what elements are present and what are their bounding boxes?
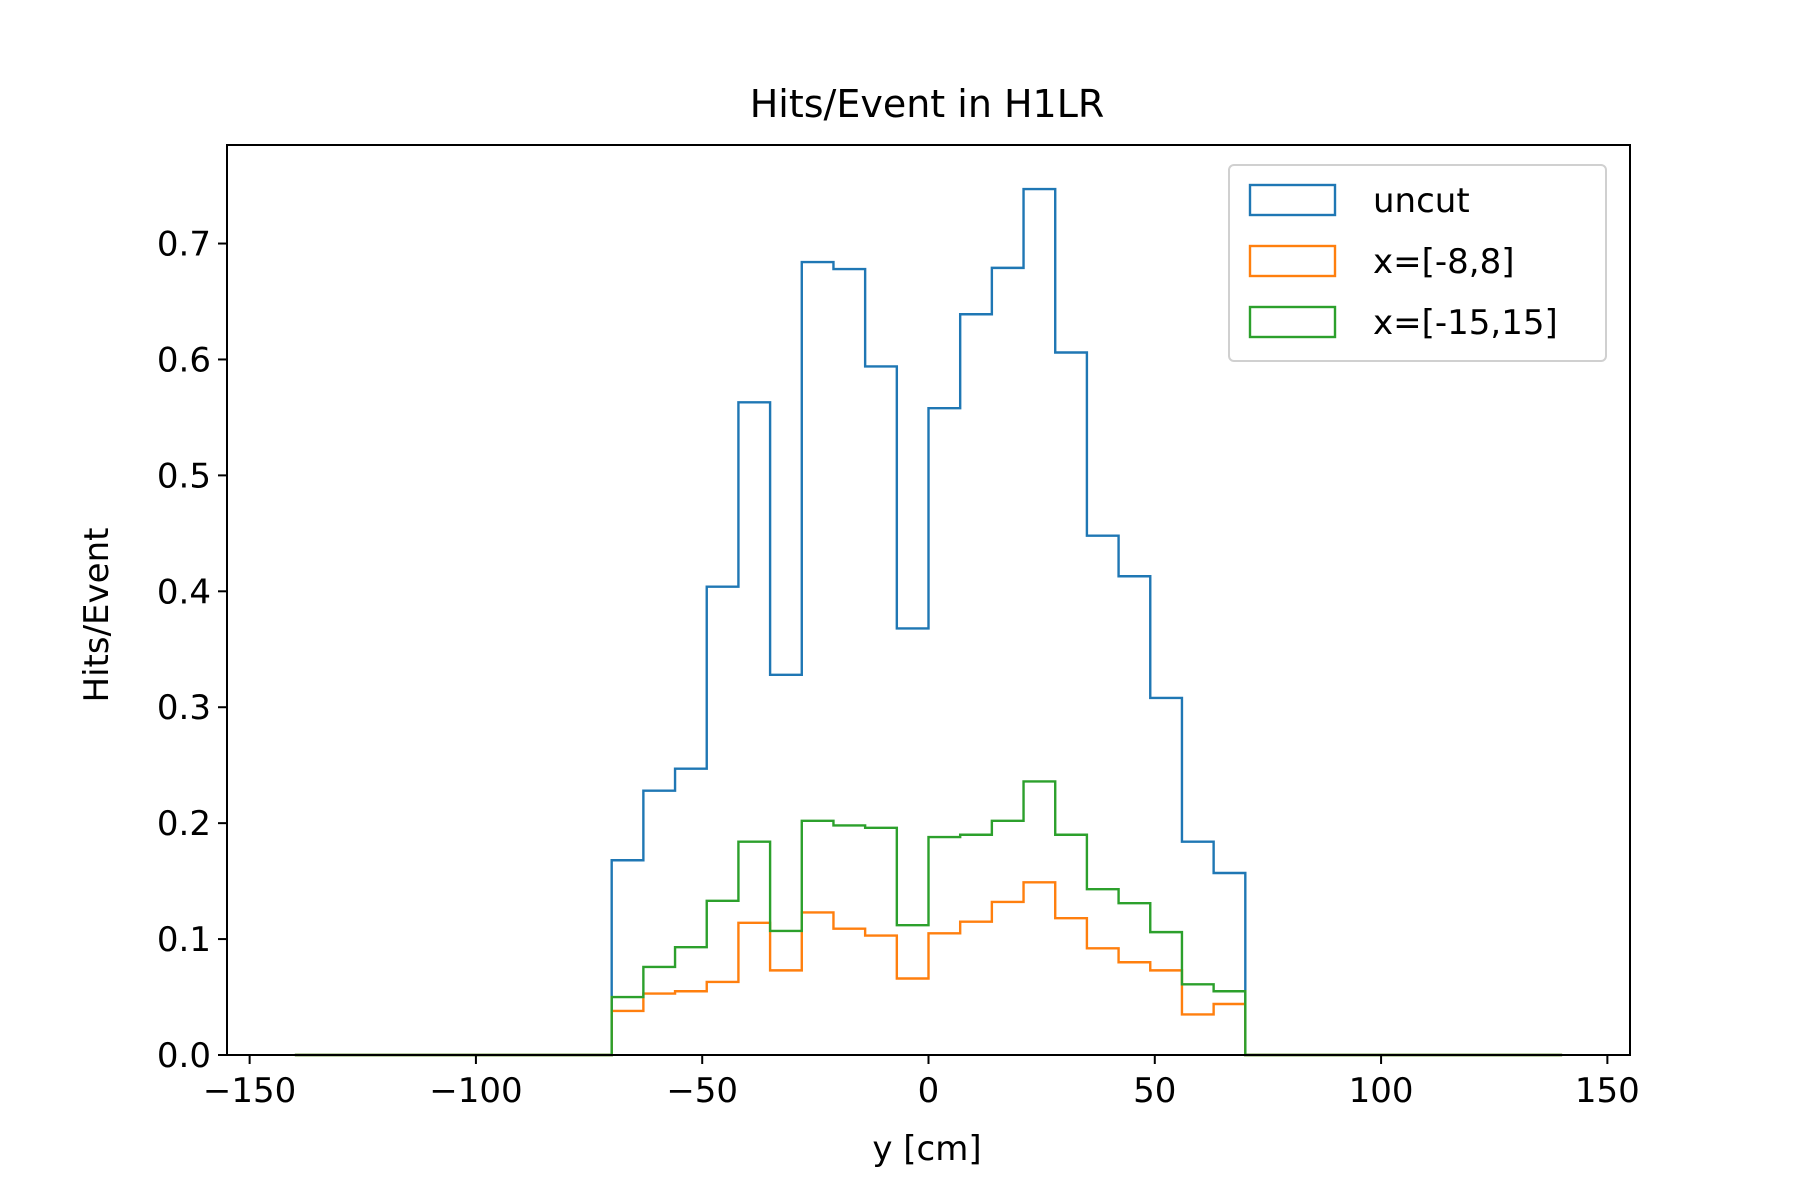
y-tick-label: 0.4 xyxy=(157,572,211,612)
axis-ticks: −150 −100 −50 0 50 100 150 0.0 0.1 0.2 0.3 0.4 0.5 0.… xyxy=(157,225,1640,1111)
legend-label: uncut xyxy=(1373,181,1470,221)
x-tick-label: 100 xyxy=(1349,1071,1414,1111)
y-tick-label: 0.3 xyxy=(157,688,211,728)
x-axis-label: y [cm] xyxy=(872,1129,981,1169)
legend: uncut x=[-8,8] x=[-15,15] xyxy=(1228,164,1607,362)
y-tick-label: 0.1 xyxy=(157,920,211,960)
y-tick-label: 0.6 xyxy=(157,340,211,380)
legend-swatch xyxy=(1248,244,1337,278)
legend-swatch xyxy=(1248,305,1337,339)
axes-frame xyxy=(226,144,1631,1056)
legend-label: x=[-15,15] xyxy=(1373,303,1558,343)
x-tick-label: 50 xyxy=(1133,1071,1176,1111)
x-tick-label: 0 xyxy=(918,1071,940,1111)
plot-area xyxy=(294,187,1563,1057)
legend-swatch xyxy=(1248,183,1337,217)
y-tick-label: 0.2 xyxy=(157,804,211,844)
y-tick-label: 0.0 xyxy=(157,1036,211,1076)
x-tick-label: −50 xyxy=(666,1071,738,1111)
legend-label: x=[-8,8] xyxy=(1373,242,1514,282)
y-tick-label: 0.7 xyxy=(157,225,211,265)
x-tick-label: 150 xyxy=(1575,1071,1640,1111)
histogram-series-3 xyxy=(294,780,1563,1057)
chart-title: Hits/Event in H1LR xyxy=(750,82,1105,126)
x-tick-label: −150 xyxy=(203,1071,296,1111)
x-tick-label: −100 xyxy=(429,1071,522,1111)
y-axis-label: Hits/Event xyxy=(77,528,117,703)
y-tick-label: 0.5 xyxy=(157,456,211,496)
